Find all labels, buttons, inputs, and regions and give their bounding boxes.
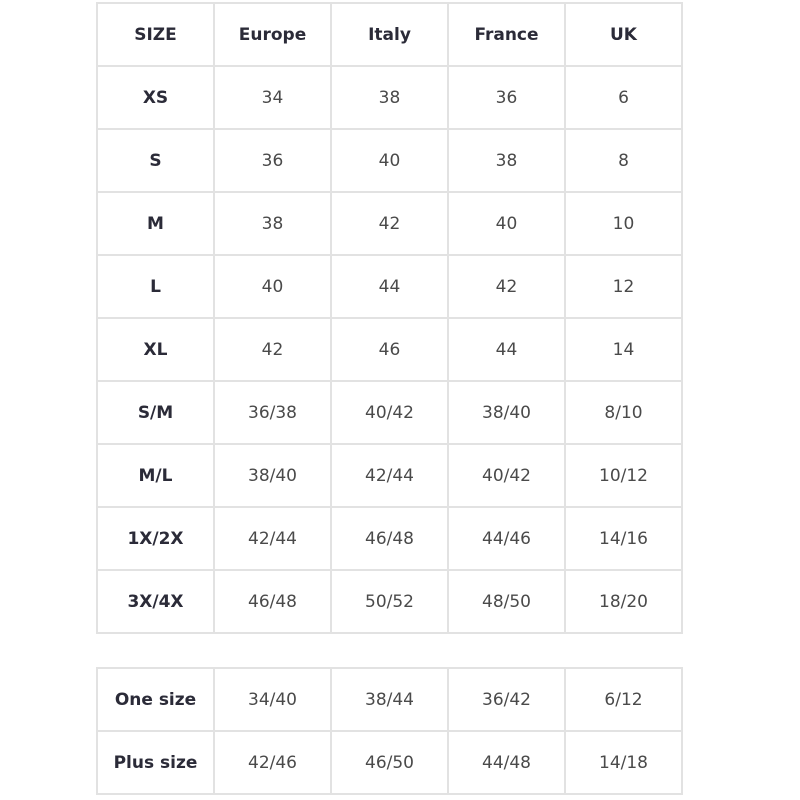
size-value-cell: 38 [330,65,449,130]
table-row: 1X/2X 42/44 46/48 44/46 14/16 [96,506,683,571]
size-value-cell: 40/42 [447,443,566,508]
size-value-cell: 14/18 [564,730,683,795]
size-value-cell: 8/10 [564,380,683,445]
size-value-cell: 36/42 [447,667,566,732]
size-value-cell: 38/44 [330,667,449,732]
size-value-cell: 8 [564,128,683,193]
size-value-cell: 42 [447,254,566,319]
table-row: 3X/4X 46/48 50/52 48/50 18/20 [96,569,683,634]
size-value-cell: 6/12 [564,667,683,732]
size-value-cell: 42/46 [213,730,332,795]
table-row: S/M 36/38 40/42 38/40 8/10 [96,380,683,445]
size-value-cell: 34 [213,65,332,130]
special-sizes-table: One size 34/40 38/44 36/42 6/12 Plus size 42/4… [96,667,683,795]
column-header: Europe [213,2,332,67]
size-value-cell: 42/44 [213,506,332,571]
size-value-cell: 14/16 [564,506,683,571]
size-value-cell: 46/48 [213,569,332,634]
size-label-cell: 1X/2X [96,506,215,571]
column-header: SIZE [96,2,215,67]
size-value-cell: 44 [447,317,566,382]
size-value-cell: 40 [213,254,332,319]
column-header: UK [564,2,683,67]
size-value-cell: 44/48 [447,730,566,795]
table-row: M/L 38/40 42/44 40/42 10/12 [96,443,683,508]
size-value-cell: 40/42 [330,380,449,445]
size-value-cell: 38/40 [447,380,566,445]
size-value-cell: 36 [213,128,332,193]
size-label-cell: M/L [96,443,215,508]
size-value-cell: 48/50 [447,569,566,634]
table-row: S 36 40 38 8 [96,128,683,193]
size-value-cell: 46/50 [330,730,449,795]
size-value-cell: 40 [330,128,449,193]
column-header: Italy [330,2,449,67]
table-row: M 38 42 40 10 [96,191,683,256]
size-value-cell: 38/40 [213,443,332,508]
size-value-cell: 46/48 [330,506,449,571]
size-value-cell: 38 [213,191,332,256]
size-label-cell: S/M [96,380,215,445]
size-value-cell: 40 [447,191,566,256]
table-row: XL 42 46 44 14 [96,317,683,382]
size-value-cell: 46 [330,317,449,382]
size-chart-table: SIZE Europe Italy France UK XS 34 38 36 6 S 36 40 38 8… [96,2,683,634]
size-label-cell: L [96,254,215,319]
size-label-cell: M [96,191,215,256]
size-value-cell: 10 [564,191,683,256]
size-value-cell: 36 [447,65,566,130]
size-value-cell: 42 [213,317,332,382]
size-value-cell: 42 [330,191,449,256]
size-label-cell: 3X/4X [96,569,215,634]
size-value-cell: 12 [564,254,683,319]
size-value-cell: 50/52 [330,569,449,634]
size-value-cell: 14 [564,317,683,382]
table-row: Plus size 42/46 46/50 44/48 14/18 [96,730,683,795]
size-label-cell: Plus size [96,730,215,795]
table-row: L 40 44 42 12 [96,254,683,319]
table-row: XS 34 38 36 6 [96,65,683,130]
size-value-cell: 18/20 [564,569,683,634]
header-row: SIZE Europe Italy France UK [96,2,683,67]
table-row: One size 34/40 38/44 36/42 6/12 [96,667,683,732]
size-label-cell: XS [96,65,215,130]
size-value-cell: 36/38 [213,380,332,445]
size-label-cell: XL [96,317,215,382]
size-value-cell: 10/12 [564,443,683,508]
size-value-cell: 44 [330,254,449,319]
size-value-cell: 42/44 [330,443,449,508]
size-value-cell: 44/46 [447,506,566,571]
size-label-cell: One size [96,667,215,732]
size-value-cell: 38 [447,128,566,193]
column-header: France [447,2,566,67]
size-label-cell: S [96,128,215,193]
size-value-cell: 6 [564,65,683,130]
size-value-cell: 34/40 [213,667,332,732]
